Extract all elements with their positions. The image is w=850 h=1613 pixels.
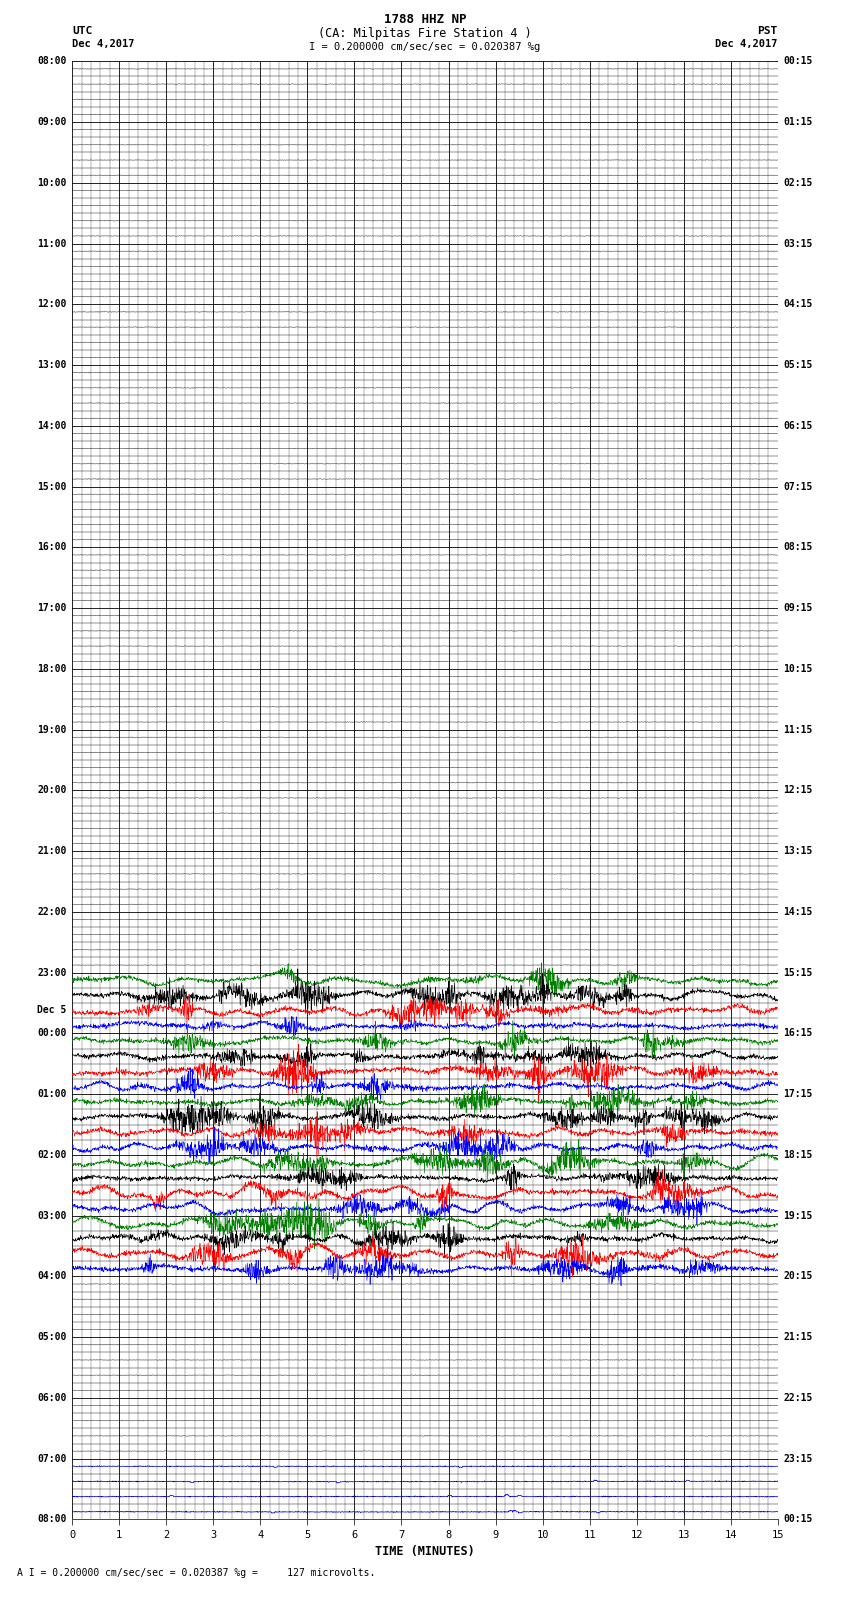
Text: (CA: Milpitas Fire Station 4 ): (CA: Milpitas Fire Station 4 ) (318, 27, 532, 40)
Text: 14:00: 14:00 (37, 421, 66, 431)
Text: 23:00: 23:00 (37, 968, 66, 977)
Text: 06:00: 06:00 (37, 1394, 66, 1403)
Text: Dec 4,2017: Dec 4,2017 (72, 39, 135, 48)
Text: 12:00: 12:00 (37, 300, 66, 310)
Text: I = 0.200000 cm/sec/sec = 0.020387 %g: I = 0.200000 cm/sec/sec = 0.020387 %g (309, 42, 541, 52)
Text: 08:15: 08:15 (784, 542, 813, 552)
Text: 22:15: 22:15 (784, 1394, 813, 1403)
X-axis label: TIME (MINUTES): TIME (MINUTES) (375, 1545, 475, 1558)
Text: 07:00: 07:00 (37, 1453, 66, 1463)
Text: 13:15: 13:15 (784, 847, 813, 857)
Text: 21:15: 21:15 (784, 1332, 813, 1342)
Text: 03:00: 03:00 (37, 1211, 66, 1221)
Text: 19:00: 19:00 (37, 724, 66, 734)
Text: 23:15: 23:15 (784, 1453, 813, 1463)
Text: Dec 5: Dec 5 (37, 1005, 66, 1015)
Text: 17:00: 17:00 (37, 603, 66, 613)
Text: 14:15: 14:15 (784, 907, 813, 916)
Text: 01:00: 01:00 (37, 1089, 66, 1098)
Text: 16:15: 16:15 (784, 1029, 813, 1039)
Text: A I = 0.200000 cm/sec/sec = 0.020387 %g =     127 microvolts.: A I = 0.200000 cm/sec/sec = 0.020387 %g … (17, 1568, 376, 1578)
Text: 01:15: 01:15 (784, 118, 813, 127)
Text: 22:00: 22:00 (37, 907, 66, 916)
Text: 00:15: 00:15 (784, 1515, 813, 1524)
Text: 15:00: 15:00 (37, 482, 66, 492)
Text: 12:15: 12:15 (784, 786, 813, 795)
Text: 03:15: 03:15 (784, 239, 813, 248)
Text: 09:15: 09:15 (784, 603, 813, 613)
Text: 10:00: 10:00 (37, 177, 66, 187)
Text: PST: PST (757, 26, 778, 35)
Text: 05:00: 05:00 (37, 1332, 66, 1342)
Text: 02:00: 02:00 (37, 1150, 66, 1160)
Text: 11:15: 11:15 (784, 724, 813, 734)
Text: 1788 HHZ NP: 1788 HHZ NP (383, 13, 467, 26)
Text: 04:15: 04:15 (784, 300, 813, 310)
Text: 08:00: 08:00 (37, 56, 66, 66)
Text: 15:15: 15:15 (784, 968, 813, 977)
Text: 16:00: 16:00 (37, 542, 66, 552)
Text: 18:00: 18:00 (37, 665, 66, 674)
Text: 21:00: 21:00 (37, 847, 66, 857)
Text: 19:15: 19:15 (784, 1211, 813, 1221)
Text: 17:15: 17:15 (784, 1089, 813, 1098)
Text: 05:15: 05:15 (784, 360, 813, 369)
Text: 11:00: 11:00 (37, 239, 66, 248)
Text: 09:00: 09:00 (37, 118, 66, 127)
Text: 20:00: 20:00 (37, 786, 66, 795)
Text: Dec 4,2017: Dec 4,2017 (715, 39, 778, 48)
Text: 00:00: 00:00 (37, 1029, 66, 1039)
Text: 02:15: 02:15 (784, 177, 813, 187)
Text: 06:15: 06:15 (784, 421, 813, 431)
Text: 08:00: 08:00 (37, 1515, 66, 1524)
Text: 00:15: 00:15 (784, 56, 813, 66)
Text: 10:15: 10:15 (784, 665, 813, 674)
Text: 07:15: 07:15 (784, 482, 813, 492)
Text: UTC: UTC (72, 26, 93, 35)
Text: 13:00: 13:00 (37, 360, 66, 369)
Text: 04:00: 04:00 (37, 1271, 66, 1281)
Text: 18:15: 18:15 (784, 1150, 813, 1160)
Text: 20:15: 20:15 (784, 1271, 813, 1281)
